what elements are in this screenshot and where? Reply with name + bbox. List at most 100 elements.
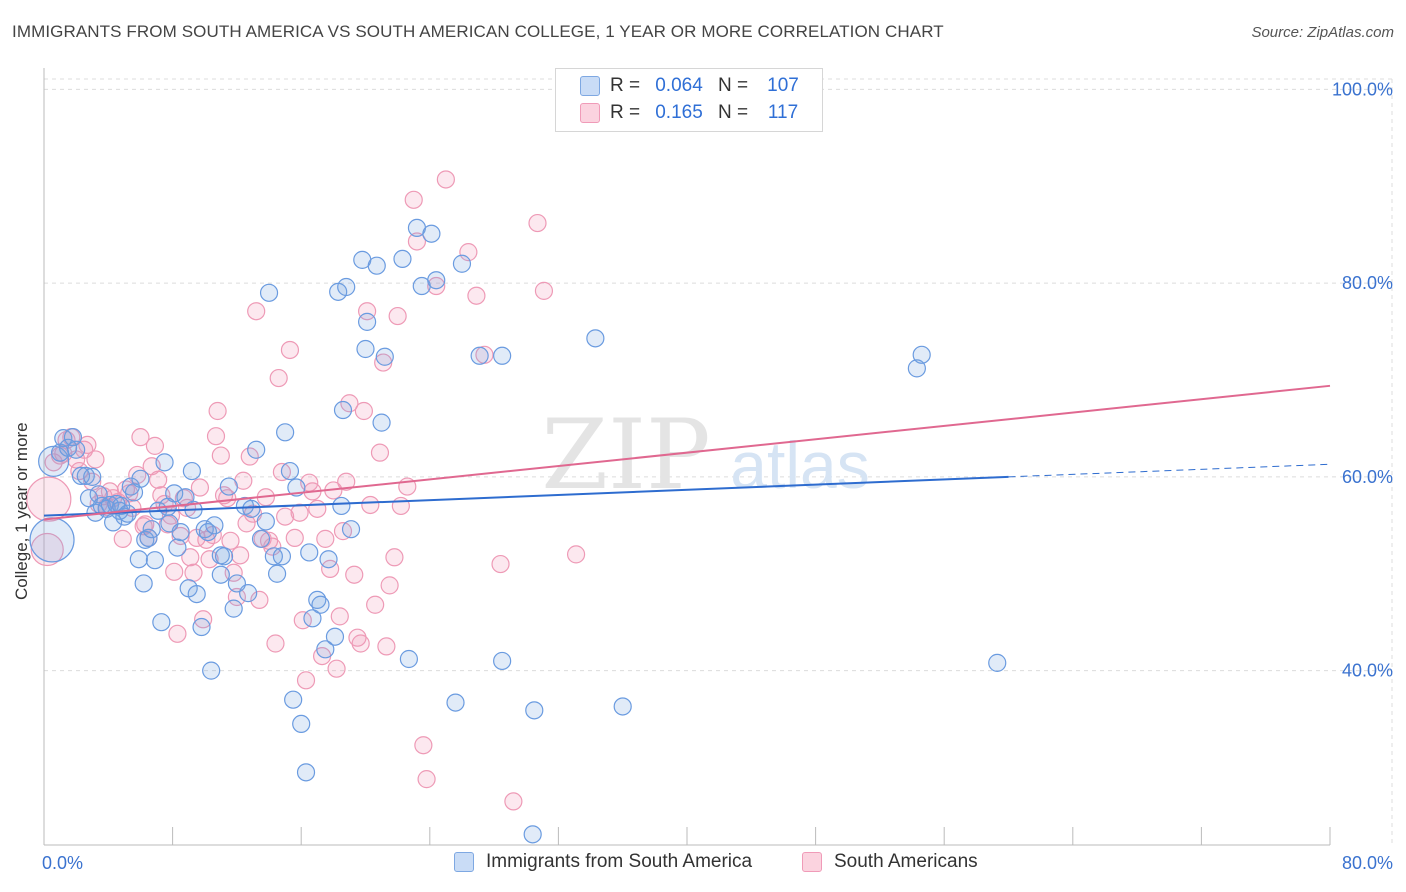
point-immigrants — [182, 461, 201, 481]
point-immigrants — [214, 547, 234, 566]
point-immigrants — [427, 271, 446, 290]
point-immigrants — [195, 520, 214, 539]
point-immigrants — [118, 504, 137, 523]
point-south-americans — [308, 499, 327, 518]
point-immigrants — [29, 517, 75, 563]
point-south-americans — [181, 548, 200, 567]
point-immigrants — [988, 653, 1007, 672]
point-south-americans — [131, 428, 150, 447]
point-immigrants — [912, 345, 931, 364]
point-south-americans — [370, 443, 390, 462]
point-south-americans — [316, 529, 335, 548]
point-immigrants — [586, 329, 605, 348]
point-immigrants — [367, 256, 386, 275]
y-axis-label: College, 1 year or more — [12, 422, 31, 600]
point-immigrants — [136, 530, 155, 549]
point-south-americans — [86, 450, 105, 469]
point-south-americans — [227, 587, 246, 607]
point-south-americans — [276, 507, 295, 526]
point-immigrants — [337, 277, 356, 297]
point-south-americans — [190, 478, 210, 497]
point-south-americans — [218, 489, 237, 508]
point-immigrants — [202, 661, 221, 680]
point-south-americans — [345, 565, 364, 584]
r-label: R = — [610, 102, 641, 123]
point-immigrants — [251, 529, 271, 548]
point-south-americans — [165, 562, 184, 581]
point-immigrants — [165, 484, 184, 503]
point-immigrants — [267, 564, 287, 583]
legend-item-south-americans[interactable]: South Americans — [802, 851, 978, 873]
point-immigrants — [907, 359, 926, 378]
stats-legend: R = 0.064 N = 107 R = 0.165 N = 117 — [555, 68, 823, 132]
point-south-americans — [354, 401, 373, 421]
point-south-americans — [358, 302, 377, 321]
point-immigrants — [239, 584, 258, 603]
point-immigrants — [523, 825, 542, 844]
legend-swatch-pink — [580, 103, 600, 123]
n-value: 117 — [767, 102, 799, 123]
point-south-americans — [491, 554, 510, 574]
trend-line-south-americans — [43, 384, 1331, 521]
point-immigrants — [168, 538, 187, 557]
point-immigrants — [280, 461, 300, 481]
point-south-americans — [184, 563, 203, 582]
point-immigrants — [256, 512, 275, 531]
point-immigrants — [171, 522, 190, 542]
point-immigrants — [300, 543, 319, 562]
point-immigrants — [319, 550, 338, 569]
point-immigrants — [493, 346, 512, 365]
watermark: ZIP atlas — [541, 399, 869, 511]
point-immigrants — [276, 423, 295, 442]
point-immigrants — [145, 551, 165, 570]
tick-labels: 40.0% 60.0% 80.0% 100.0% 0.0% 80.0% — [42, 79, 1393, 873]
legend-item-immigrants[interactable]: Immigrants from South America — [454, 851, 752, 873]
point-immigrants — [242, 499, 261, 518]
point-south-americans — [351, 634, 370, 653]
y-tick-label: 100.0% — [1332, 79, 1393, 99]
point-immigrants — [284, 690, 303, 709]
point-immigrants — [211, 565, 230, 584]
point-south-americans — [391, 496, 410, 516]
legend-label: South Americans — [834, 851, 978, 872]
point-immigrants — [76, 466, 95, 486]
point-south-americans — [467, 286, 486, 305]
legend-swatch-blue — [454, 852, 474, 872]
y-tick-label: 60.0% — [1342, 467, 1393, 487]
point-south-americans — [534, 281, 554, 300]
point-south-americans — [361, 495, 380, 515]
trend-line-immigrants-extension — [1008, 463, 1331, 478]
point-immigrants — [152, 613, 171, 632]
point-south-americans — [528, 213, 547, 233]
point-immigrants — [54, 429, 73, 448]
point-immigrants — [375, 347, 394, 366]
r-value: 0.165 — [655, 102, 703, 123]
point-south-americans — [348, 628, 367, 647]
point-south-americans — [380, 576, 399, 595]
n-value: 107 — [767, 75, 799, 96]
point-immigrants — [89, 485, 108, 504]
point-immigrants — [142, 520, 161, 539]
point-immigrants — [287, 478, 306, 497]
point-south-americans — [171, 526, 190, 546]
point-immigrants — [525, 701, 544, 720]
stats-row-immigrants: R = 0.064 N = 107 — [580, 73, 806, 99]
point-immigrants — [104, 513, 123, 532]
point-south-americans — [404, 190, 423, 209]
point-immigrants — [247, 440, 266, 459]
x-tick-label: 80.0% — [1342, 853, 1393, 873]
n-label: N = — [718, 75, 749, 96]
point-immigrants — [155, 453, 174, 472]
point-south-americans — [388, 306, 407, 326]
point-south-americans — [78, 435, 97, 455]
point-immigrants — [311, 595, 330, 614]
point-south-americans — [436, 170, 455, 189]
point-immigrants — [446, 693, 465, 712]
point-immigrants — [356, 339, 375, 359]
point-immigrants — [129, 550, 148, 569]
chart-title: IMMIGRANTS FROM SOUTH AMERICA VS SOUTH A… — [12, 22, 944, 41]
point-south-americans — [385, 548, 404, 567]
point-immigrants — [399, 649, 419, 669]
point-immigrants — [67, 440, 86, 459]
